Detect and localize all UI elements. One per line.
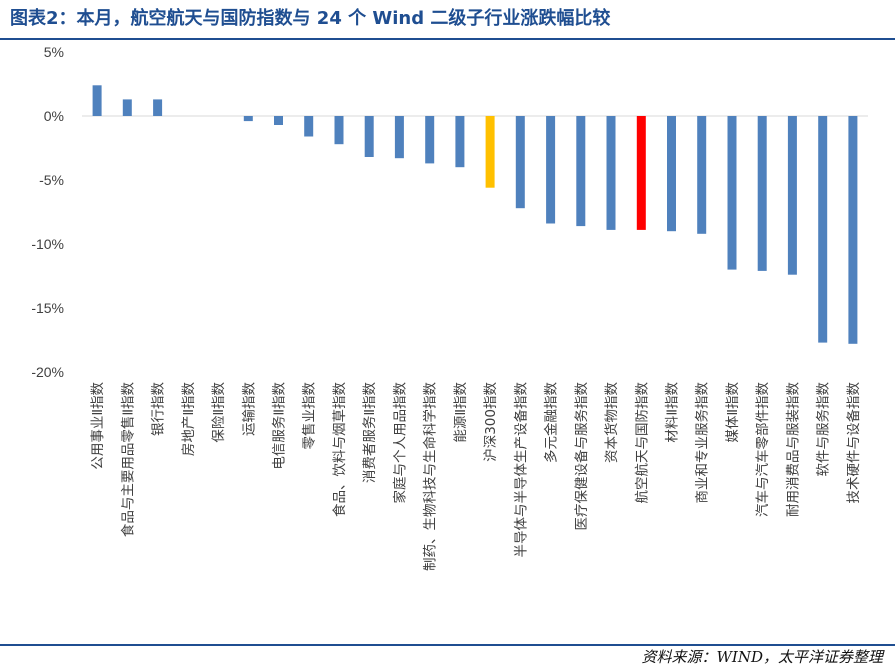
y-tick-label: -15% — [31, 300, 64, 316]
x-axis-labels: 公用事业Ⅱ指数 食品与主要用品零售Ⅱ指数 银行指数 房地产Ⅱ指数 保险Ⅱ指数 运输指数 电信… — [90, 382, 862, 571]
y-tick-label: -20% — [31, 364, 64, 380]
bar — [455, 116, 465, 168]
bar — [304, 116, 314, 137]
footer-rule — [0, 644, 895, 646]
category-label: 航空航天与国防指数 — [634, 382, 650, 504]
bar — [727, 116, 737, 270]
y-axis: 5% 0% -5% -10% -15% -20% — [31, 44, 868, 380]
bar — [818, 116, 828, 343]
bars — [92, 85, 858, 344]
category-label: 商业和专业服务指数 — [695, 382, 711, 504]
category-label: 沪深300指数 — [483, 382, 499, 462]
bar — [848, 116, 858, 344]
category-label: 媒体Ⅱ指数 — [725, 382, 741, 443]
bar — [334, 116, 344, 145]
category-label: 能源Ⅱ指数 — [453, 382, 469, 443]
y-tick-label: 5% — [44, 44, 64, 60]
category-label: 房地产Ⅱ指数 — [181, 382, 197, 457]
category-label: 医疗保健设备与服务指数 — [573, 382, 590, 531]
bar — [757, 116, 767, 271]
bar — [92, 85, 102, 116]
bar — [243, 116, 253, 122]
source-note: 资料来源：WIND，太平洋证券整理 — [641, 648, 884, 666]
category-label: 耐用消费品与服装指数 — [785, 382, 801, 517]
bar — [122, 99, 132, 116]
category-label: 半导体与半导体生产设备指数 — [512, 382, 529, 558]
bar-chart: 5% 0% -5% -10% -15% -20% 公用事业Ⅱ指数 食品与主要用品零售Ⅱ指数银… — [31, 44, 868, 571]
category-label: 食品、饮料与烟草指数 — [331, 382, 348, 517]
chart-title: 图表2：本月，航空航天与国防指数与 24 个 Wind 二级子行业涨跌幅比较 — [10, 8, 611, 29]
bar — [667, 116, 676, 232]
category-label: 运输指数 — [241, 382, 257, 436]
category-label: 家庭与个人用品指数 — [391, 382, 408, 504]
title-rule — [0, 38, 895, 40]
y-tick-label: 0% — [44, 108, 64, 124]
category-label: 银行指数 — [151, 382, 167, 436]
bar — [425, 116, 435, 164]
category-label: 保险Ⅱ指数 — [211, 382, 227, 443]
category-label: 公用事业Ⅱ指数 — [90, 382, 106, 470]
category-label: 零售业指数 — [302, 382, 318, 450]
category-label: 多元金融指数 — [543, 382, 560, 463]
category-label: 食品与主要用品零售Ⅱ指数 — [119, 382, 136, 538]
bar — [787, 116, 797, 275]
category-label: 制药、生物科技与生命科学指数 — [422, 382, 439, 571]
bar — [636, 116, 646, 230]
bar — [546, 116, 556, 224]
category-label: 电信服务Ⅱ指数 — [272, 382, 288, 470]
category-label: 软件与服务指数 — [816, 382, 832, 477]
bar — [515, 116, 525, 209]
bar — [274, 116, 283, 125]
y-tick-label: -5% — [39, 172, 64, 188]
category-label: 汽车与汽车零部件指数 — [754, 382, 771, 517]
category-label: 消费者服务Ⅱ指数 — [362, 382, 378, 484]
category-label: 资本货物指数 — [603, 382, 620, 463]
bar — [697, 116, 707, 234]
bar — [485, 116, 495, 188]
y-tick-label: -10% — [31, 236, 64, 252]
category-label: 技术硬件与设备指数 — [845, 382, 862, 504]
category-label: 材料Ⅱ指数 — [665, 382, 681, 443]
bar — [576, 116, 586, 227]
bar — [364, 116, 374, 157]
bar — [606, 116, 616, 230]
bar — [153, 99, 163, 116]
bar — [394, 116, 404, 159]
